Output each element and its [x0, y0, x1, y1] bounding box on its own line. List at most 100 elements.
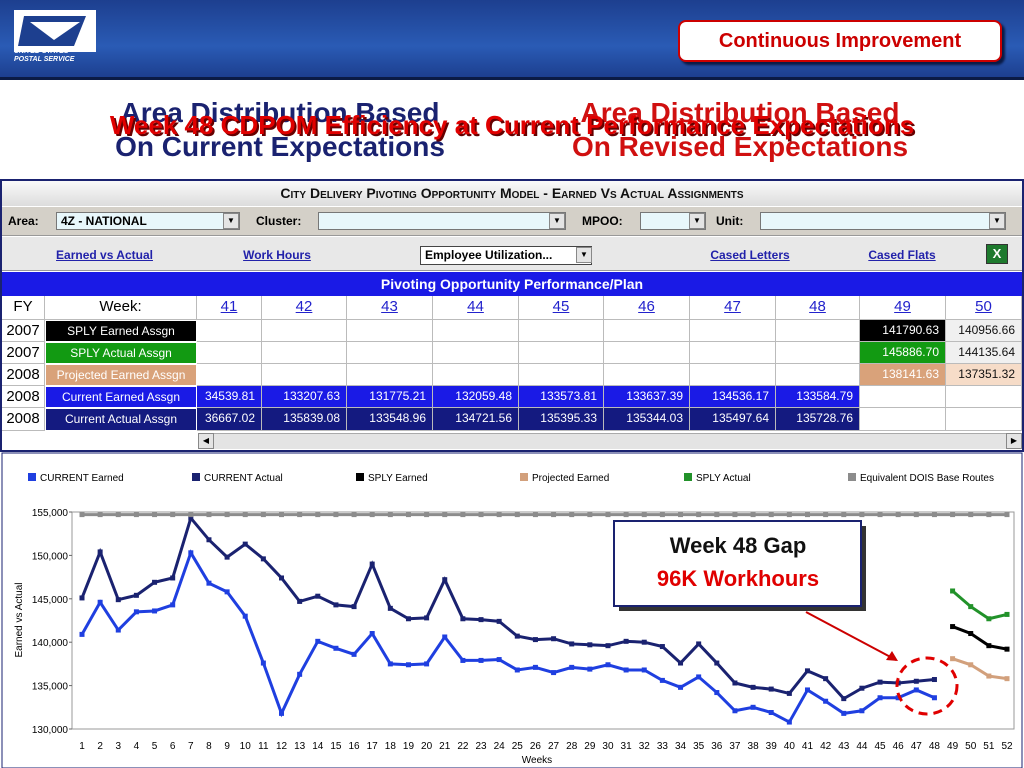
data-cell: 137351.32 [946, 364, 1022, 386]
dropdown-arrow[interactable]: ▼ [549, 213, 565, 229]
data-cell: 144135.64 [946, 342, 1022, 364]
point-marker [950, 624, 956, 630]
series-line [80, 549, 936, 725]
week-link[interactable]: 42 [262, 296, 347, 320]
x-tick-label: 46 [893, 741, 905, 752]
point-marker [369, 561, 375, 567]
point-marker [387, 661, 393, 667]
point-marker [170, 602, 176, 608]
point-marker [532, 512, 538, 518]
y-tick-label: 135,000 [32, 682, 69, 693]
x-tick-label: 1 [79, 741, 85, 752]
point-marker [569, 512, 575, 518]
dropdown-arrow[interactable]: ▼ [989, 213, 1005, 229]
x-tick-label: 34 [675, 741, 687, 752]
point-marker [1004, 611, 1010, 617]
x-tick-label: 51 [983, 741, 995, 752]
data-cell: 131775.21 [347, 386, 433, 408]
point-marker [551, 670, 557, 676]
row-label: Current Earned Assgn [45, 386, 197, 408]
week-link[interactable]: 44 [433, 296, 519, 320]
x-tick-label: 25 [512, 741, 524, 752]
area-select[interactable]: 4Z - NATIONAL [56, 212, 240, 230]
point-marker [841, 710, 847, 716]
point-marker [641, 667, 647, 673]
x-tick-label: 24 [494, 741, 506, 752]
point-marker [387, 512, 393, 518]
cluster-select[interactable] [318, 212, 566, 230]
legend-label: Equivalent DOIS Base Routes [860, 473, 994, 484]
x-tick-label: 19 [403, 741, 415, 752]
point-marker [950, 656, 956, 662]
dropdown-arrow[interactable]: ▼ [223, 213, 239, 229]
data-cell [433, 364, 519, 386]
data-cell [776, 320, 860, 342]
x-tick-label: 27 [548, 741, 560, 752]
week-link[interactable]: 43 [347, 296, 433, 320]
data-cell [347, 364, 433, 386]
excel-icon[interactable]: X [986, 244, 1008, 264]
data-cell [433, 342, 519, 364]
nav-link[interactable]: Earned vs Actual [56, 248, 153, 262]
point-marker [931, 512, 937, 518]
scrollbar[interactable] [198, 433, 1022, 449]
x-tick-label: 16 [348, 741, 360, 752]
week-link[interactable]: 50 [946, 296, 1022, 320]
callout-text: 96K Workhours [657, 566, 819, 591]
week-link[interactable]: 46 [604, 296, 690, 320]
scroll-right[interactable]: ▶ [1006, 433, 1022, 449]
point-marker [841, 512, 847, 518]
point-marker [1004, 676, 1010, 682]
point-marker [986, 616, 992, 622]
week-link[interactable]: 49 [860, 296, 946, 320]
point-marker [605, 643, 611, 649]
fy-cell: 2007 [2, 320, 45, 342]
point-marker [460, 616, 466, 622]
point-marker [405, 616, 411, 622]
data-cell: 135839.08 [262, 408, 347, 431]
point-marker [224, 512, 230, 518]
fy-cell: 2008 [2, 364, 45, 386]
dropdown-arrow[interactable]: ▼ [689, 213, 705, 229]
legend-swatch [684, 473, 692, 481]
point-marker [877, 695, 883, 701]
data-cell [197, 320, 262, 342]
filter-label: Unit: [716, 214, 744, 228]
overlay-title: Week 48 CDPOM Efficiency at Current Perf… [109, 110, 915, 140]
utilization-select[interactable]: Employee Utilization... [420, 246, 592, 265]
scroll-left[interactable]: ◀ [198, 433, 214, 449]
data-cell [262, 342, 347, 364]
legend-swatch [28, 473, 36, 481]
point-marker [659, 677, 665, 683]
point-marker [659, 512, 665, 518]
nav-link[interactable]: Work Hours [243, 248, 311, 262]
week-link[interactable]: 47 [690, 296, 776, 320]
point-marker [297, 512, 303, 518]
data-cell [262, 364, 347, 386]
point-marker [152, 579, 158, 585]
point-marker [188, 512, 194, 518]
nav-link[interactable]: Cased Flats [868, 248, 936, 262]
unit-select[interactable] [760, 212, 1006, 230]
point-marker [986, 673, 992, 679]
filter-label: Cluster: [256, 214, 302, 228]
week-link[interactable]: 45 [519, 296, 604, 320]
point-marker [823, 512, 829, 518]
data-cell: 133573.81 [519, 386, 604, 408]
point-marker [841, 696, 847, 702]
point-marker [913, 687, 919, 693]
week-link[interactable]: 41 [197, 296, 262, 320]
x-tick-label: 15 [330, 741, 342, 752]
data-cell: 135728.76 [776, 408, 860, 431]
nav-link[interactable]: Cased Letters [710, 248, 790, 262]
x-tick-label: 45 [874, 741, 886, 752]
point-marker [333, 602, 339, 608]
point-marker [206, 512, 212, 518]
point-marker [315, 593, 321, 599]
point-marker [170, 512, 176, 518]
x-tick-label: 39 [766, 741, 778, 752]
point-marker [405, 662, 411, 668]
week-link[interactable]: 48 [776, 296, 860, 320]
dropdown-arrow[interactable]: ▼ [576, 247, 592, 263]
data-cell: 133207.63 [262, 386, 347, 408]
